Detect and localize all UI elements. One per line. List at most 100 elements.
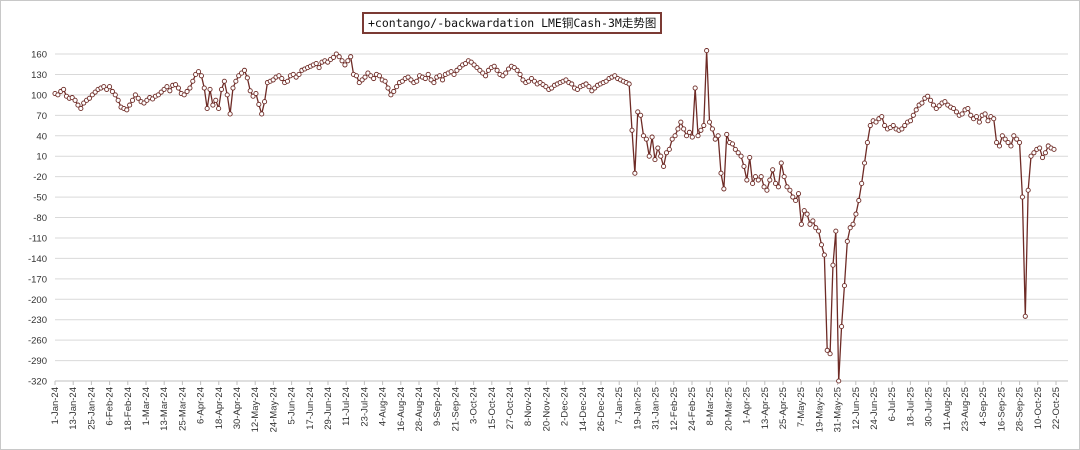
data-point	[342, 62, 348, 68]
x-tick-label: 23-Aug-25	[960, 387, 971, 431]
x-tick-label: 30-Apr-24	[232, 387, 243, 429]
data-point	[1051, 146, 1057, 152]
data-point	[184, 88, 190, 95]
data-point	[132, 92, 138, 98]
data-point	[394, 84, 400, 90]
y-tick-label: -110	[29, 233, 47, 244]
data-point	[675, 126, 681, 132]
data-point	[738, 153, 744, 159]
data-point	[767, 177, 773, 183]
data-point	[741, 163, 747, 169]
data-point	[715, 133, 721, 139]
data-point	[422, 75, 428, 82]
data-point	[793, 197, 799, 204]
data-point	[942, 99, 948, 105]
data-point	[201, 85, 207, 91]
data-point	[847, 225, 853, 231]
data-point	[256, 101, 262, 107]
data-point	[247, 88, 253, 94]
data-point	[913, 107, 919, 113]
data-point	[818, 242, 825, 248]
y-tick-label: -80	[33, 213, 47, 224]
data-point	[841, 283, 847, 289]
data-point	[684, 133, 690, 139]
data-point	[910, 112, 916, 118]
data-point	[844, 238, 850, 244]
data-point	[833, 228, 839, 234]
data-point	[907, 118, 914, 124]
x-tick-label: 25-Apr-25	[778, 387, 789, 429]
data-point	[1005, 140, 1011, 146]
y-tick-label: 100	[31, 90, 47, 101]
data-point	[712, 136, 718, 142]
data-point	[382, 78, 388, 84]
data-point	[698, 127, 704, 133]
data-point	[262, 99, 268, 105]
data-point	[135, 95, 141, 101]
data-point	[187, 85, 193, 91]
data-point	[632, 170, 638, 176]
data-point	[517, 71, 523, 77]
data-point	[190, 78, 196, 84]
x-tick-label: 1-Apr-25	[742, 387, 753, 424]
series-layer	[52, 48, 1057, 384]
data-point	[233, 78, 239, 84]
series-line	[54, 49, 1055, 382]
y-tick-label: -20	[33, 172, 47, 183]
x-tick-label: 16-Sep-25	[996, 387, 1007, 431]
y-tick-label: 70	[36, 111, 47, 122]
x-axis: 1-Jan-24 13-Jan-24 25-Jan-24 6-Feb-24 18-Feb…	[50, 380, 1068, 432]
y-tick-label: -260	[28, 336, 47, 347]
data-point	[761, 184, 767, 190]
data-point	[491, 63, 497, 69]
x-tick-label: 5-Jun-24	[287, 387, 298, 425]
data-point	[976, 119, 982, 125]
data-point	[362, 74, 368, 80]
x-tick-label: 13-Apr-25	[760, 387, 771, 429]
data-point	[873, 119, 879, 125]
data-point	[968, 112, 974, 118]
x-tick-label: 24-Feb-25	[687, 387, 698, 431]
data-point	[732, 146, 738, 152]
data-point	[296, 71, 302, 77]
x-tick-label: 28-Aug-24	[414, 387, 425, 431]
x-tick-label: 18-Jul-25	[905, 387, 916, 427]
data-point	[204, 105, 210, 112]
x-tick-label: 13-Mar-24	[159, 387, 170, 431]
data-point	[813, 225, 819, 231]
data-point	[494, 67, 500, 73]
data-point	[996, 143, 1003, 149]
data-point	[503, 70, 509, 76]
y-axis: 160 130 100 70 40 10 -20 -50 -80 -110 -140 -170 -200…	[28, 50, 47, 388]
data-point	[721, 186, 727, 192]
data-point	[836, 378, 842, 384]
x-tick-label: 18-Apr-24	[214, 387, 225, 429]
data-point	[569, 81, 575, 87]
data-point	[919, 100, 925, 106]
x-tick-label: 6-Feb-24	[105, 387, 116, 426]
x-tick-label: 28-Sep-25	[1015, 387, 1026, 431]
y-tick-label: -320	[28, 377, 47, 388]
data-point	[216, 105, 222, 112]
data-point	[686, 129, 692, 135]
data-point	[629, 127, 635, 133]
chart-title: +contango/-backwardation LME铜Cash-3M走势图	[362, 12, 663, 34]
data-point	[784, 184, 790, 190]
data-point	[816, 228, 822, 234]
data-point	[388, 92, 394, 98]
data-point	[86, 95, 92, 101]
x-tick-label: 12-May-24	[250, 387, 261, 432]
data-point	[810, 218, 816, 224]
data-point	[61, 86, 67, 92]
x-tick-label: 12-Jun-25	[851, 387, 862, 430]
data-point	[950, 105, 957, 112]
data-point	[106, 84, 113, 90]
x-tick-label: 17-Jun-24	[305, 387, 316, 430]
data-point	[181, 92, 187, 98]
y-tick-label: 130	[31, 70, 47, 81]
data-point	[953, 109, 959, 115]
data-point	[882, 122, 888, 129]
data-point	[795, 191, 802, 197]
data-point	[824, 347, 830, 353]
